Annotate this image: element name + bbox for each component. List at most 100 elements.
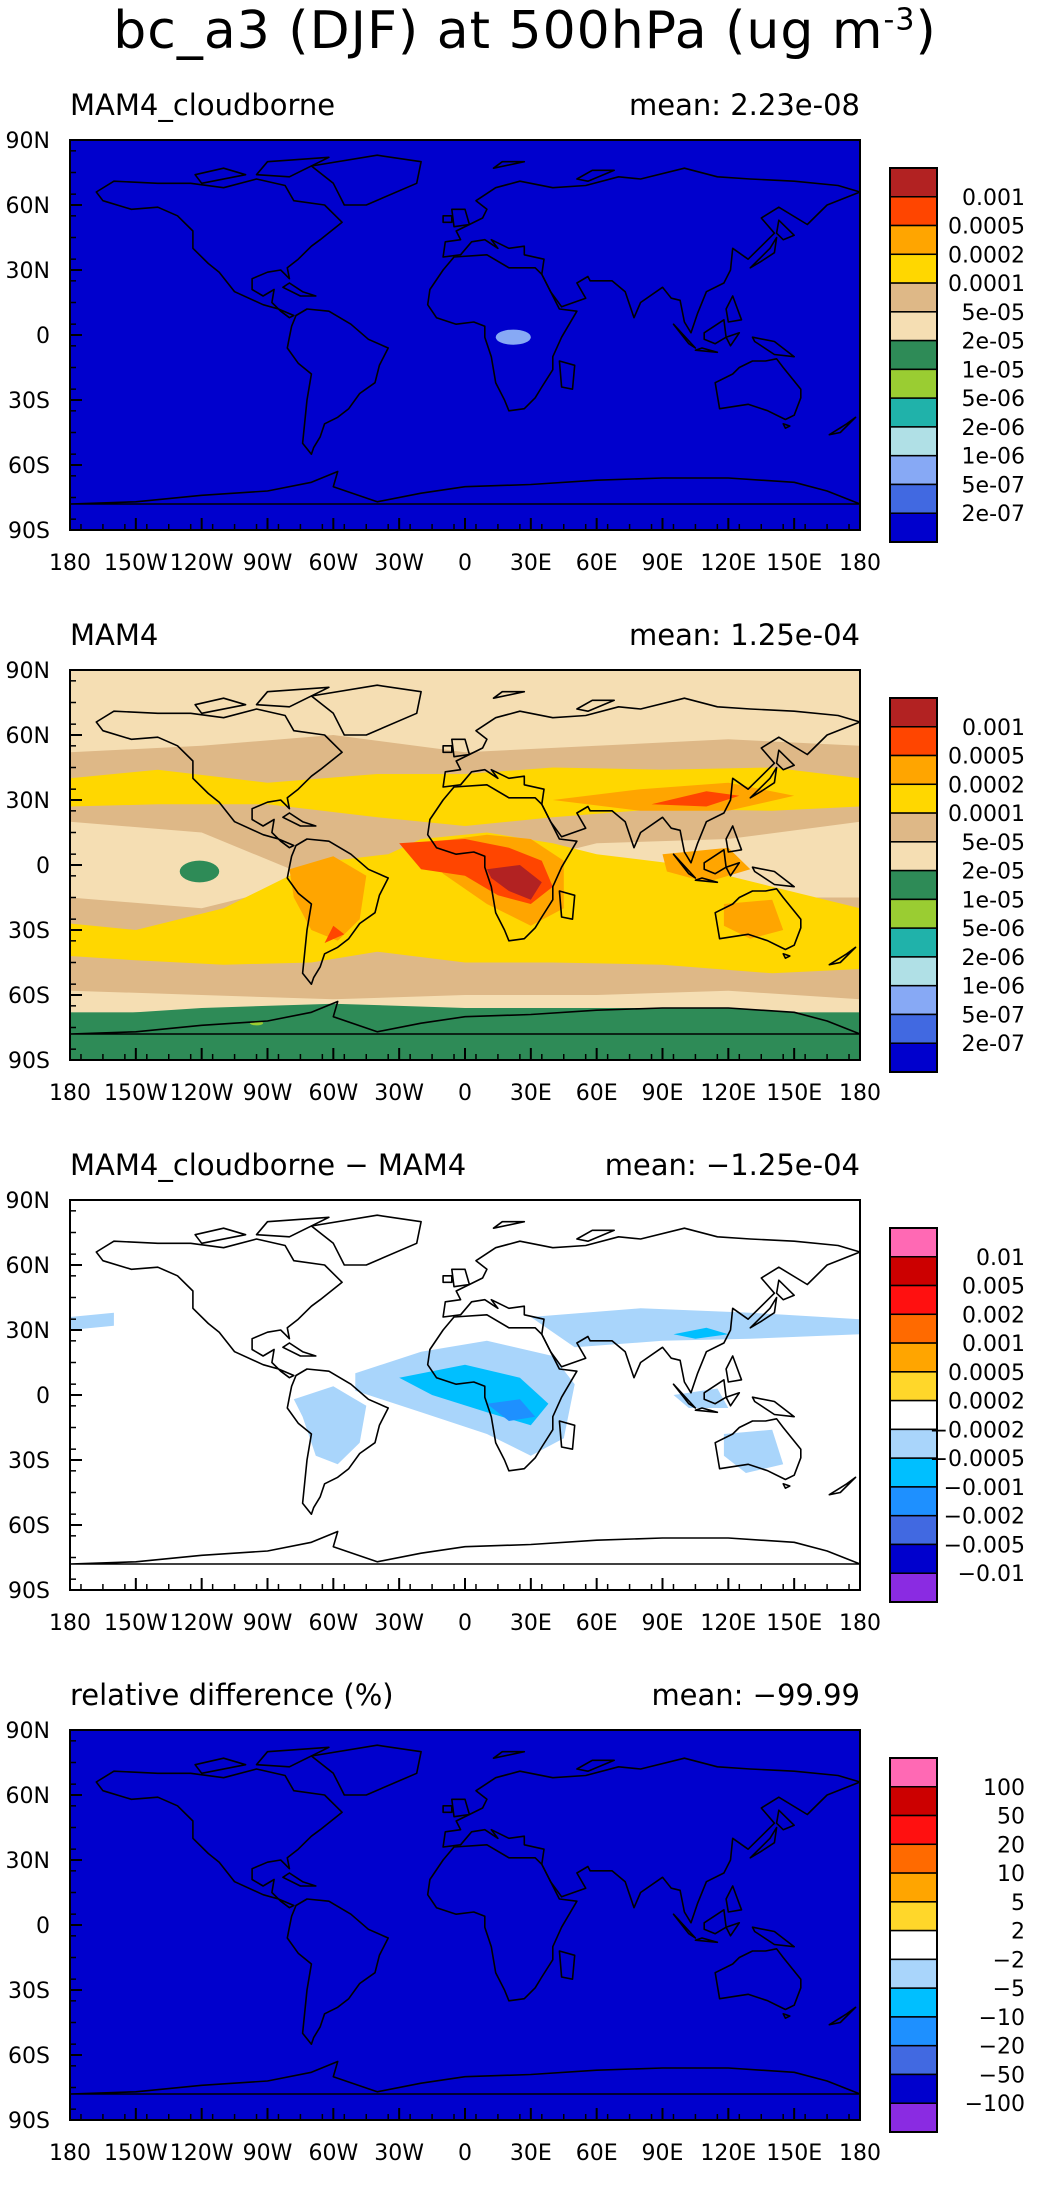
colorbar-label: −2 bbox=[993, 1948, 1025, 1973]
lat-tick-label: 30N bbox=[6, 259, 50, 284]
lat-tick-label: 90N bbox=[6, 659, 50, 684]
lon-tick-label: 60W bbox=[308, 551, 358, 576]
coastline bbox=[442, 745, 453, 754]
colorbar-frame bbox=[889, 697, 938, 1073]
coastline bbox=[751, 336, 796, 358]
coastline bbox=[282, 1342, 317, 1357]
coastline bbox=[576, 1759, 616, 1772]
lon-tick-label: 90E bbox=[642, 551, 684, 576]
coastlines bbox=[69, 684, 861, 1035]
colorbar-label: −20 bbox=[979, 2035, 1025, 2060]
coastline bbox=[310, 1744, 422, 1796]
lon-tick-label: 90E bbox=[642, 2141, 684, 2166]
coastline bbox=[450, 1268, 471, 1288]
lon-tick-label: 30E bbox=[510, 551, 552, 576]
colorbar-label: 1e-06 bbox=[962, 975, 1025, 1000]
coastline bbox=[672, 1383, 697, 1409]
lon-tick-label: 180 bbox=[49, 1081, 91, 1106]
lat-tick-label: 60S bbox=[8, 454, 50, 479]
coastline bbox=[69, 2060, 861, 2095]
lat-tick-label: 90N bbox=[6, 1189, 50, 1214]
colorbar-label: −0.0005 bbox=[930, 1447, 1025, 1472]
colorbar-swatch bbox=[889, 1284, 938, 1316]
lon-tick-label: 120E bbox=[700, 551, 756, 576]
lon-tick-label: 90E bbox=[642, 1081, 684, 1106]
colorbar-swatch bbox=[889, 1514, 938, 1546]
lat-tick-label: 90S bbox=[8, 2109, 50, 2134]
coastline bbox=[442, 167, 861, 334]
colorbar-frame bbox=[889, 167, 938, 543]
colorbar-swatch bbox=[889, 841, 938, 872]
coastlines bbox=[69, 1214, 861, 1565]
colorbar-swatch bbox=[889, 1543, 938, 1574]
coastline bbox=[694, 1407, 719, 1414]
lon-tick-label: 90W bbox=[243, 551, 293, 576]
panel-title: relative difference (%) bbox=[70, 1678, 394, 1712]
colorbar-label: 2e-07 bbox=[962, 1032, 1025, 1057]
colorbar-label: −5 bbox=[993, 1977, 1025, 2002]
colorbar-swatch bbox=[889, 2102, 938, 2133]
lon-tick-label: 30W bbox=[374, 1611, 424, 1636]
colorbar-swatch bbox=[889, 869, 938, 901]
map-panel-relative-difference: relative difference (%) mean: −99.99 90N 60… bbox=[6, 1678, 1025, 2166]
coastline bbox=[703, 1909, 727, 1935]
colorbar-label: −50 bbox=[979, 2063, 1025, 2088]
colorbar-label: 2e-06 bbox=[962, 946, 1025, 971]
lat-tick-label: 90N bbox=[6, 1719, 50, 1744]
colorbar-label: 5e-06 bbox=[962, 387, 1025, 412]
coastline bbox=[450, 1798, 471, 1818]
colorbar-swatch bbox=[889, 1256, 938, 1287]
lat-tick-label: 30S bbox=[8, 1449, 50, 1474]
lon-tick-label: 120E bbox=[700, 1081, 756, 1106]
lon-tick-label: 90E bbox=[642, 1611, 684, 1636]
lon-tick-label: 120E bbox=[700, 1611, 756, 1636]
coastline bbox=[442, 1805, 453, 1814]
lon-tick-label: 60W bbox=[308, 1081, 358, 1106]
colorbar-label: 5e-06 bbox=[962, 917, 1025, 942]
coastline bbox=[703, 1379, 727, 1405]
field-background bbox=[70, 140, 860, 530]
map-panel-difference: MAM4_cloudborne − MAM4 mean: −1.25e-04 90N… bbox=[6, 1148, 1025, 1636]
colorbar-swatch bbox=[889, 1786, 938, 1817]
coastline bbox=[492, 160, 526, 169]
colorbar-swatch bbox=[889, 282, 938, 313]
colorbar-swatch bbox=[889, 311, 938, 342]
field-patch bbox=[651, 791, 740, 807]
field-patch bbox=[179, 860, 220, 883]
coastline bbox=[194, 697, 247, 715]
lat-tick-label: 60N bbox=[6, 194, 50, 219]
lon-tick-label: 180 bbox=[839, 1081, 881, 1106]
colorbar-label: 0.0005 bbox=[948, 745, 1025, 770]
field-background bbox=[70, 1730, 860, 2120]
coastline bbox=[95, 1768, 343, 1909]
coastline bbox=[442, 215, 453, 224]
lon-tick-label: 180 bbox=[49, 1611, 91, 1636]
colorbar-swatch bbox=[889, 483, 938, 514]
coastline bbox=[286, 1898, 390, 2046]
coastline bbox=[828, 2006, 857, 2026]
lat-tick-label: 90N bbox=[6, 129, 50, 154]
colorbar-swatch bbox=[889, 956, 938, 987]
coastline bbox=[775, 1809, 796, 1831]
colorbar-swatch bbox=[889, 1013, 938, 1044]
panel-mean: mean: 2.23e-08 bbox=[629, 88, 860, 122]
lat-tick-label: 90S bbox=[8, 1049, 50, 1074]
panel-title: MAM4 bbox=[70, 618, 158, 652]
coastline bbox=[255, 156, 330, 178]
coastline bbox=[450, 738, 471, 758]
coastline bbox=[310, 684, 422, 736]
coastline bbox=[558, 360, 576, 391]
coastline bbox=[286, 1368, 390, 1516]
coastline bbox=[576, 1229, 616, 1242]
figure-title-exponent: -3 bbox=[883, 2, 916, 38]
colorbar-swatch bbox=[889, 1342, 938, 1373]
panel-mean: mean: −1.25e-04 bbox=[605, 1148, 860, 1182]
colorbar-swatch bbox=[889, 1757, 938, 1788]
colorbar-label: −0.01 bbox=[958, 1562, 1025, 1587]
coastline bbox=[69, 1000, 861, 1035]
colorbar-label: 0.002 bbox=[962, 1303, 1025, 1328]
field-patch bbox=[662, 847, 751, 883]
lat-tick-label: 30S bbox=[8, 919, 50, 944]
lon-tick-label: 0 bbox=[458, 1081, 472, 1106]
lat-tick-label: 0 bbox=[36, 854, 50, 879]
